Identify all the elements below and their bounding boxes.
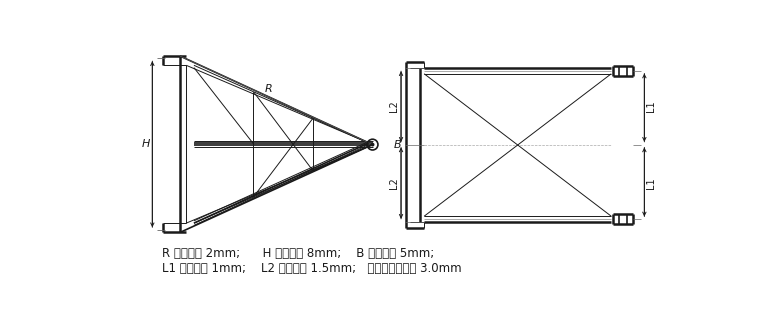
Text: L1: L1 xyxy=(646,177,657,189)
Text: L1: L1 xyxy=(646,100,657,112)
Text: R 允许偏差 2mm;      H 允许偏差 8mm;    B 允许偏差 5mm;: R 允许偏差 2mm; H 允许偏差 8mm; B 允许偏差 5mm; xyxy=(163,247,435,260)
Text: H: H xyxy=(141,139,150,149)
Text: L2: L2 xyxy=(389,100,399,112)
Text: L1 允许偏差 1mm;    L2 允许偏差 1.5mm;   对角线允许偏差 3.0mm: L1 允许偏差 1mm; L2 允许偏差 1.5mm; 对角线允许偏差 3.0m… xyxy=(163,262,462,275)
Text: B: B xyxy=(394,140,401,150)
Text: R: R xyxy=(264,84,273,94)
Circle shape xyxy=(371,143,375,146)
Text: L2: L2 xyxy=(389,177,399,189)
